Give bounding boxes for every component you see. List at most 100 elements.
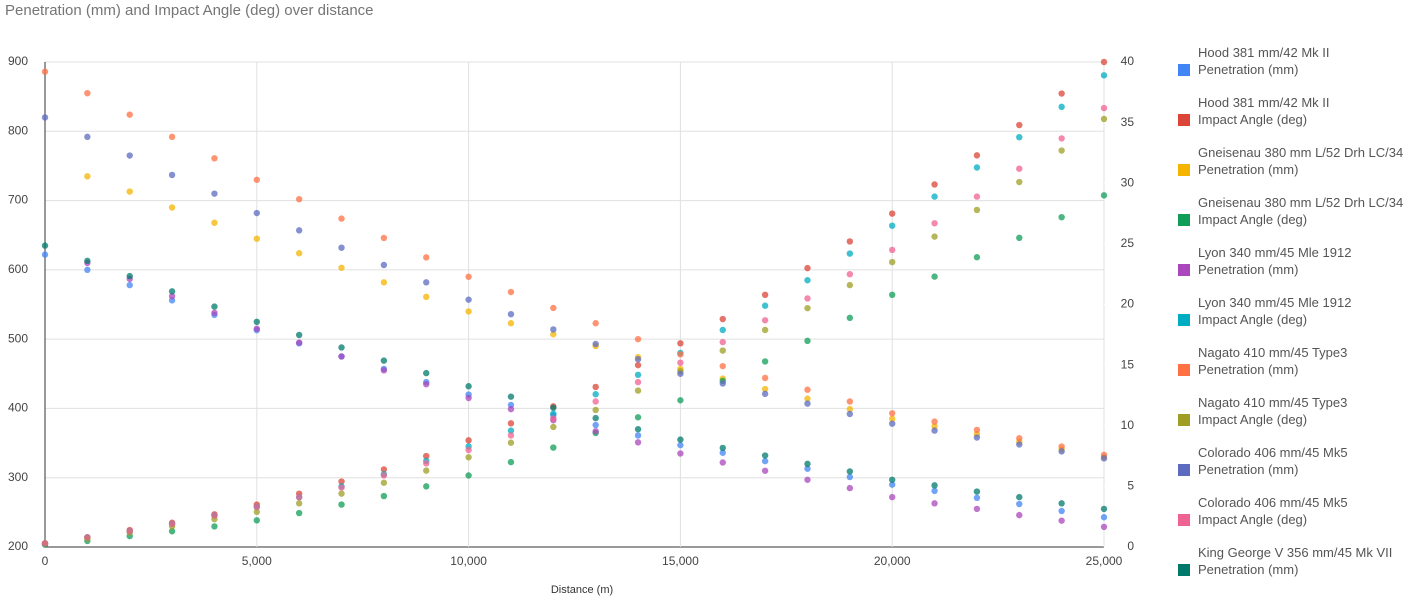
- point: [507, 311, 515, 318]
- point: [380, 261, 388, 269]
- legend-entry: Lyon 340 mm/45 Mle 1912 Penetration (mm): [1176, 244, 1419, 294]
- point: [507, 393, 515, 400]
- point: [592, 340, 599, 348]
- point: [973, 488, 981, 495]
- point: [889, 222, 896, 229]
- point: [168, 204, 176, 211]
- point: [761, 452, 769, 459]
- point: [465, 454, 472, 461]
- legend-entry: Gneisenau 380 mm L/52 Drh LC/34 Impact A…: [1176, 194, 1419, 244]
- point: [253, 176, 260, 183]
- legend-label: Colorado 406 mm/45 Mk5 Penetration (mm): [1198, 445, 1348, 477]
- point: [761, 467, 769, 474]
- point: [804, 386, 811, 393]
- point: [126, 111, 133, 118]
- chart-title: Penetration (mm) and Impact Angle (deg) …: [5, 2, 374, 19]
- point: [338, 484, 345, 491]
- point: [719, 444, 726, 452]
- legend-entry: Hood 381 mm/42 Mk II Impact Angle (deg): [1176, 94, 1419, 144]
- point: [423, 460, 430, 467]
- x-tick-label: 25,000: [1086, 554, 1123, 568]
- point: [1058, 214, 1065, 221]
- point: [168, 520, 176, 528]
- point: [1016, 121, 1023, 129]
- point: [719, 459, 726, 466]
- legend-label: Hood 381 mm/42 Mk II Impact Angle (deg): [1198, 95, 1330, 127]
- point: [211, 523, 218, 530]
- legend: Hood 381 mm/42 Mk II Penetration (mm) Hoo…: [1176, 44, 1419, 594]
- point: [295, 227, 303, 234]
- point: [804, 295, 811, 302]
- point: [338, 478, 345, 485]
- point: [550, 444, 557, 451]
- point: [295, 339, 303, 346]
- point: [211, 309, 218, 317]
- point: [168, 171, 176, 179]
- point: [889, 258, 896, 266]
- point: [973, 164, 981, 171]
- point: [761, 291, 769, 298]
- point: [1016, 133, 1023, 141]
- point: [550, 404, 557, 411]
- point: [931, 193, 938, 200]
- legend-label: Colorado 406 mm/45 Mk5 Impact Angle (deg…: [1198, 495, 1348, 527]
- point: [423, 380, 430, 388]
- point: [507, 320, 515, 327]
- point: [253, 503, 260, 511]
- point: [846, 314, 854, 322]
- point: [592, 398, 599, 405]
- point: [592, 414, 599, 422]
- point: [931, 220, 938, 227]
- marks: [41, 58, 1108, 548]
- point: [931, 500, 938, 507]
- point: [931, 427, 938, 434]
- point: [1058, 517, 1065, 524]
- y2-tick-label: 25: [1121, 236, 1135, 250]
- point: [1100, 455, 1108, 462]
- point: [931, 482, 938, 489]
- point: [380, 357, 388, 364]
- point: [846, 270, 854, 278]
- y-tick-label: 800: [8, 123, 28, 137]
- point: [423, 279, 430, 286]
- point: [1058, 448, 1065, 455]
- point: [1016, 178, 1023, 186]
- legend-label: Lyon 340 mm/45 Mle 1912 Impact Angle (de…: [1198, 295, 1352, 327]
- point: [295, 250, 303, 257]
- point: [380, 492, 388, 500]
- point: [846, 410, 854, 418]
- point: [168, 528, 176, 535]
- point: [84, 133, 91, 141]
- legend-label: Gneisenau 380 mm L/52 Drh LC/34 Impact A…: [1198, 195, 1404, 227]
- legend-label: Nagato 410 mm/45 Type3 Impact Angle (deg…: [1198, 395, 1348, 427]
- point: [84, 257, 91, 265]
- legend-swatch: [1178, 214, 1190, 226]
- point: [719, 449, 726, 456]
- point: [719, 326, 726, 334]
- point: [1058, 500, 1065, 507]
- point: [634, 414, 642, 421]
- x-tick-label: 20,000: [874, 554, 911, 568]
- legend-swatch: [1178, 464, 1190, 476]
- point: [846, 238, 854, 245]
- point: [253, 508, 260, 516]
- y2-tick-label: 20: [1121, 297, 1135, 311]
- point: [634, 371, 642, 379]
- legend-label: Hood 381 mm/42 Mk II Penetration (mm): [1198, 45, 1330, 77]
- point: [973, 494, 981, 502]
- point: [338, 353, 345, 360]
- point: [846, 484, 854, 492]
- point: [719, 338, 726, 346]
- y2-tick-label: 0: [1127, 539, 1134, 553]
- legend-swatch: [1178, 114, 1190, 126]
- point: [677, 351, 684, 358]
- point: [423, 369, 430, 377]
- point: [211, 155, 218, 162]
- point: [465, 273, 472, 280]
- point: [41, 68, 49, 75]
- point: [719, 315, 726, 323]
- point: [168, 292, 176, 300]
- point: [634, 387, 642, 394]
- y2-tick-label: 15: [1121, 357, 1135, 371]
